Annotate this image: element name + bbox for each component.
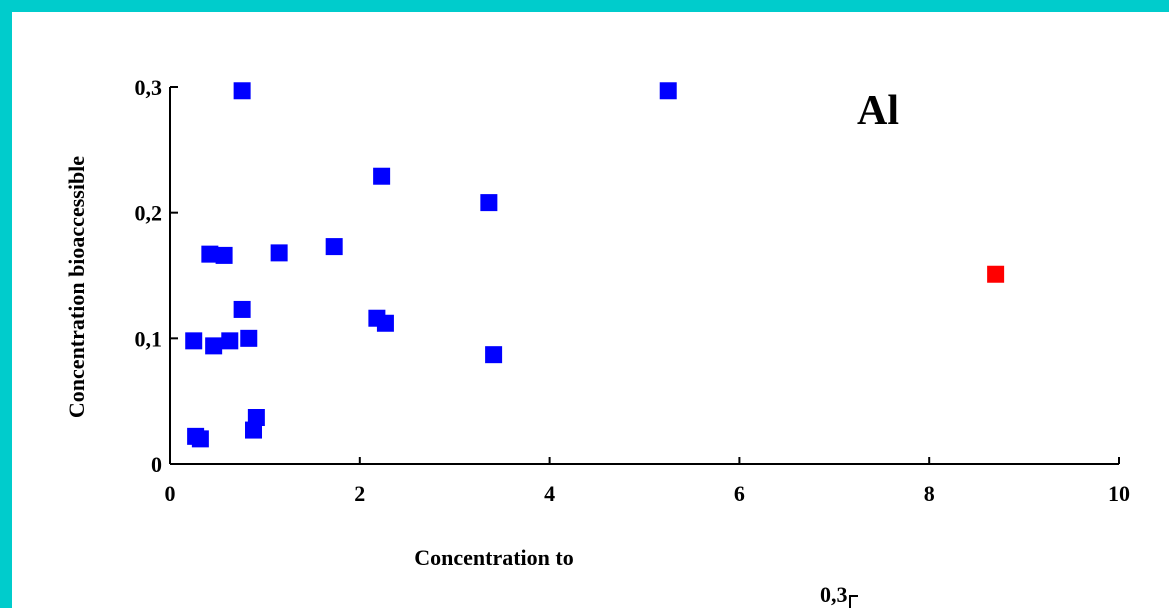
y-tick-label: 0,2: [135, 201, 163, 226]
partial-tick-label: 0,3: [820, 582, 848, 607]
chart-panel: 0 2 4 6 8 10 0 0,1 0,2 0,3 Al Concentration to C…: [12, 12, 1169, 608]
data-point: [480, 194, 498, 212]
axes: [169, 87, 1119, 465]
data-point: [240, 329, 258, 347]
x-tick-label: 10: [1108, 481, 1130, 506]
data-point: [233, 300, 251, 318]
x-tick-label: 2: [354, 481, 365, 506]
data-point: [233, 82, 251, 100]
data-points: [185, 82, 1005, 448]
x-axis-title: Concentration to: [414, 545, 573, 570]
data-point: [201, 245, 219, 263]
data-point: [485, 346, 503, 364]
data-point: [215, 246, 233, 264]
x-tick-label: 6: [734, 481, 745, 506]
x-tick-label: 0: [165, 481, 176, 506]
x-tick-label: 8: [924, 481, 935, 506]
y-axis-title: Concentration bioaccessible: [64, 156, 89, 418]
data-point: [376, 314, 394, 332]
partial-second-chart: 0,3: [820, 582, 858, 608]
data-point: [205, 337, 223, 355]
data-point: [659, 82, 677, 100]
x-tick-label: 4: [544, 481, 555, 506]
data-point: [191, 430, 209, 448]
y-tick-label: 0,3: [135, 75, 163, 100]
chart-annotation: Al: [857, 88, 899, 134]
data-point: [185, 332, 203, 350]
y-axis-ticks: 0 0,1 0,2 0,3: [135, 75, 178, 477]
x-axis-ticks: 0 2 4 6 8 10: [165, 457, 1130, 506]
data-point: [325, 238, 343, 256]
y-tick-label: 0: [151, 452, 162, 477]
scatter-chart: 0 2 4 6 8 10 0 0,1 0,2 0,3 Al Concentration to C…: [64, 75, 1130, 608]
data-point: [245, 421, 263, 439]
data-point-highlight: [987, 265, 1005, 283]
y-tick-label: 0,1: [135, 326, 163, 351]
data-point: [270, 244, 288, 262]
data-point: [373, 167, 391, 185]
data-point: [221, 332, 239, 350]
partial-axis-corner: [849, 595, 858, 608]
